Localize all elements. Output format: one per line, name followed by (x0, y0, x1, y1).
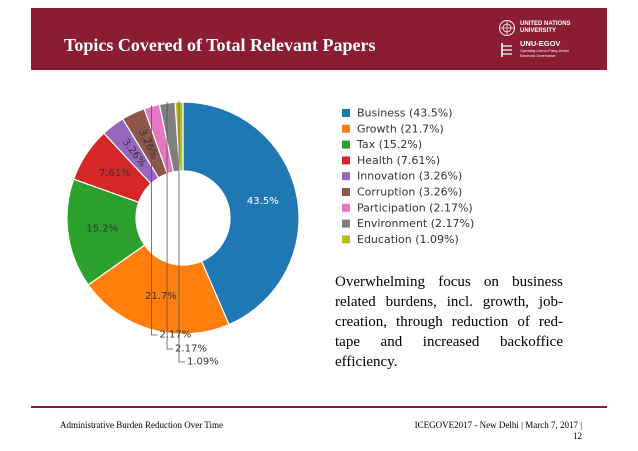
logo-line-1: UNITED NATIONS (520, 21, 571, 27)
legend-swatch (342, 172, 350, 181)
slice-label: 7.61% (99, 168, 131, 179)
leader-line (166, 102, 174, 350)
legend-entry: Growth (21.7%) (357, 122, 444, 135)
legend-swatch (342, 124, 350, 133)
logo-line-3: UNU-EGOV (520, 39, 561, 48)
legend-entry: Environment (2.17%) (357, 217, 474, 230)
legend-swatch (342, 203, 350, 212)
logo-line-2: UNIVERSITY (520, 28, 557, 34)
legend-swatch (342, 219, 350, 228)
slice-label: 2.17% (175, 344, 207, 355)
legend-swatch (342, 140, 350, 149)
footer-title: Administrative Burden Reduction Over Tim… (60, 420, 223, 430)
unu-egov-logo: UNITED NATIONS UNIVERSITY UNU-EGOV Opera… (498, 15, 603, 65)
slice-label: 2.17% (159, 330, 191, 341)
legend-swatch (342, 156, 350, 165)
slice-label: 43.5% (247, 196, 279, 207)
slide-header: Topics Covered of Total Relevant Papers … (31, 8, 607, 70)
legend-entry: Innovation (3.26%) (357, 170, 462, 183)
logo-line-5: Electronic Governance (520, 54, 556, 58)
slide-title: Topics Covered of Total Relevant Papers (64, 35, 376, 55)
logo-line-4: Operating Unit on Policy-Driven (520, 49, 570, 53)
footer-conference-line: ICEGOVE2017 - New Delhi | March 7, 2017 … (414, 420, 582, 430)
unu-mark-icon (501, 43, 512, 57)
slide-caption: Overwhelming focus on business related b… (335, 274, 563, 370)
slice-label: 15.2% (86, 224, 118, 235)
legend-entry: Tax (15.2%) (356, 138, 422, 151)
legend-swatch (342, 109, 350, 117)
legend-entry: Health (7.61%) (357, 154, 440, 167)
leader-line (178, 101, 185, 363)
footer-divider (31, 406, 607, 408)
donut-slice (66, 178, 146, 286)
legend-entry: Corruption (3.26%) (357, 186, 462, 199)
footer-conference: ICEGOVE2017 - New Delhi | March 7, 2017 … (400, 420, 582, 442)
legend-swatch (342, 188, 350, 196)
un-emblem-icon (499, 20, 515, 36)
legend-swatch (342, 235, 350, 244)
slice-label: 21.7% (145, 291, 177, 302)
legend-entry: Participation (2.17%) (357, 201, 473, 214)
legend-entry: Education (1.09%) (357, 233, 459, 246)
page-number: 12 (573, 431, 582, 441)
donut-slice (87, 244, 230, 335)
leader-line (151, 105, 158, 336)
slice-label: 1.09% (187, 357, 219, 368)
legend-entry: Business (43.5%) (357, 107, 453, 120)
donut-slice (182, 101, 300, 326)
